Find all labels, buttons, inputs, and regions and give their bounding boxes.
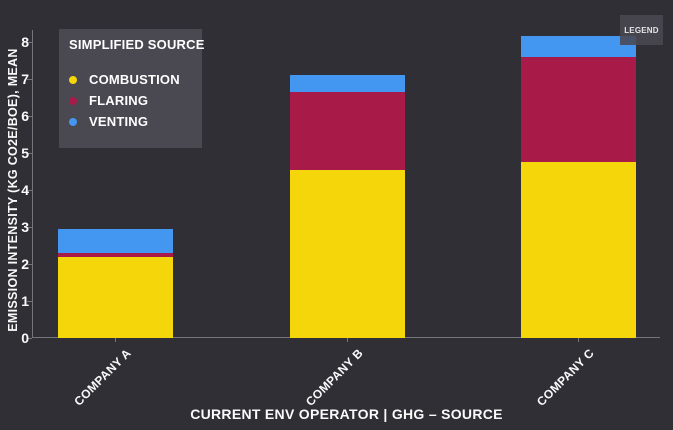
y-tick-label: 4	[21, 182, 29, 198]
combustion-color-dot	[69, 75, 77, 84]
bar-segment-company-b-flaring[interactable]	[290, 91, 405, 170]
bar-segment-company-a-venting[interactable]	[58, 229, 173, 254]
bar-segment-company-c-venting[interactable]	[521, 36, 636, 57]
bar-stack-company-c	[521, 36, 636, 338]
y-tick-mark	[27, 78, 32, 80]
y-tick-label: 8	[21, 34, 29, 50]
y-tick-mark	[27, 115, 32, 117]
y-tick-mark	[27, 226, 32, 228]
legend-items: COMBUSTION FLARING VENTING	[69, 69, 192, 132]
y-tick-label: 7	[21, 71, 29, 87]
x-tick-mark	[115, 338, 116, 342]
y-tick-mark	[27, 300, 32, 302]
venting-color-dot	[69, 117, 77, 126]
y-tick-label: 2	[21, 256, 29, 272]
legend-item-label: VENTING	[89, 114, 149, 129]
bar-segment-company-a-flaring[interactable]	[58, 253, 173, 257]
y-axis-line	[32, 30, 33, 338]
y-tick-label: 5	[21, 145, 29, 161]
bar-stack-company-a	[58, 229, 173, 338]
legend-item-venting: VENTING	[69, 111, 192, 132]
y-tick-mark	[27, 337, 32, 339]
bar-segment-company-c-flaring[interactable]	[521, 56, 636, 163]
y-tick-mark	[27, 189, 32, 191]
y-tick-label: 6	[21, 108, 29, 124]
bar-segment-company-b-combustion[interactable]	[290, 169, 405, 338]
y-tick-label: 1	[21, 293, 29, 309]
x-tick-mark	[578, 338, 579, 342]
bar-segment-company-c-combustion[interactable]	[521, 162, 636, 338]
y-tick-mark	[27, 41, 32, 43]
y-tick-label: 3	[21, 219, 29, 235]
bar-segment-company-a-combustion[interactable]	[58, 256, 173, 338]
y-tick-label: 0	[21, 330, 29, 346]
legend-item-label: COMBUSTION	[89, 72, 180, 87]
y-tick-mark	[27, 152, 32, 154]
legend-toggle-button[interactable]: LEGEND	[620, 15, 663, 45]
x-axis-title: CURRENT ENV OPERATOR | GHG – SOURCE	[190, 406, 503, 422]
legend-item-flaring: FLARING	[69, 90, 192, 111]
flaring-color-dot	[69, 96, 77, 105]
legend-panel: SIMPLIFIED SOURCE COMBUSTION FLARING VENTI…	[59, 29, 205, 148]
y-tick-mark	[27, 263, 32, 265]
bar-segment-company-b-venting[interactable]	[290, 75, 405, 92]
legend-title: SIMPLIFIED SOURCE	[69, 37, 205, 52]
legend-item-label: FLARING	[89, 93, 149, 108]
bar-stack-company-b	[290, 75, 405, 338]
legend-item-combustion: COMBUSTION	[69, 69, 192, 90]
x-tick-mark	[347, 338, 348, 342]
